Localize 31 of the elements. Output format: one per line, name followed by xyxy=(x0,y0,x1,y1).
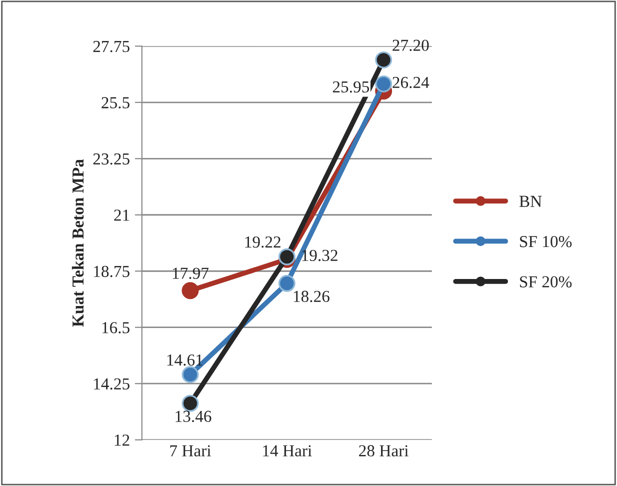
point xyxy=(375,51,392,68)
y-tick-label: 14.25 xyxy=(94,378,130,390)
y-tick-label: 18.75 xyxy=(94,266,130,278)
legend-label: SF 10% xyxy=(520,236,572,248)
point xyxy=(182,282,199,300)
y-tick-label: 12 xyxy=(114,434,130,446)
data-label: 25.95 xyxy=(332,81,370,93)
data-label: 19.22 xyxy=(245,236,280,248)
y-tick-label: 23.25 xyxy=(93,153,130,165)
x-tick-label: 28 Hari xyxy=(359,445,408,456)
point xyxy=(182,394,199,412)
legend-label: SF 20% xyxy=(520,276,572,288)
data-label: 13.46 xyxy=(176,410,212,422)
y-tick-label: 25.5 xyxy=(102,97,130,108)
point xyxy=(182,366,199,384)
y-tick-label: 21 xyxy=(114,210,130,221)
data-label: 17.97 xyxy=(172,268,209,279)
x-tick-label: 14 Hari xyxy=(263,445,312,456)
point xyxy=(375,75,392,92)
y-tick-label: 16.5 xyxy=(102,322,130,334)
data-label: 14.61 xyxy=(167,354,202,366)
x-tick-label: 7 Hari xyxy=(170,445,211,456)
point xyxy=(278,248,296,266)
legend-label: BN xyxy=(519,196,542,207)
y-tick-label: 27.75 xyxy=(93,40,130,52)
data-label: 19.32 xyxy=(302,250,338,262)
data-label: 27.20 xyxy=(392,40,429,52)
point xyxy=(278,274,296,292)
data-label: 26.24 xyxy=(392,76,430,88)
y-axis-title: Kuat Tekan Beton MPa xyxy=(72,159,84,327)
data-label: 18.26 xyxy=(294,290,330,302)
